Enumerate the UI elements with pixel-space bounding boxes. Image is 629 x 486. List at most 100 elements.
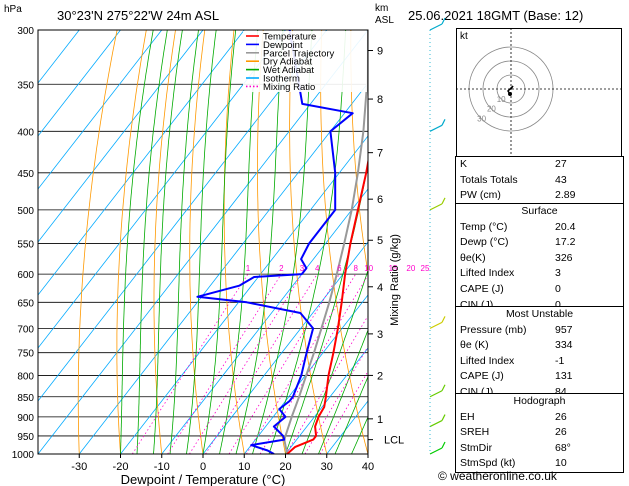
wind-barb-flag xyxy=(441,316,446,323)
pressure-tick-label: 400 xyxy=(17,127,34,138)
credit-label: © weatheronline.co.uk xyxy=(438,469,557,483)
row-value: 26 xyxy=(555,410,567,423)
table-row: Lifted Index 3 xyxy=(456,266,623,282)
mixing-ratio-label: 3 xyxy=(300,264,305,273)
km-tick-label: 2 xyxy=(377,370,383,382)
pressure-tick-label: 300 xyxy=(17,26,34,37)
pressure-tick-label: 950 xyxy=(17,432,34,443)
pressure-tick-label: 450 xyxy=(17,169,34,180)
legend-entry-label: Isotherm xyxy=(263,74,300,85)
wet-adiabat-line xyxy=(202,30,237,454)
x-tick-label: 10 xyxy=(238,461,250,473)
mixing-ratio-line xyxy=(167,273,282,454)
legend-entry-label: Mixing Ratio xyxy=(263,82,315,93)
wind-barb xyxy=(429,420,443,428)
wind-barb xyxy=(429,23,443,31)
table-row: Dewp (°C) 17.2 xyxy=(456,235,623,251)
table-section-title: Surface xyxy=(521,205,558,217)
pressure-tick-label: 750 xyxy=(17,349,34,360)
wet-adiabat-line xyxy=(153,30,183,454)
x-tick-label: -20 xyxy=(113,461,129,473)
mixing-ratio-label: 2 xyxy=(279,264,284,273)
km-tick-label: 5 xyxy=(377,235,383,247)
x-tick-label: -30 xyxy=(71,461,87,473)
wet-adiabat-line xyxy=(301,268,368,454)
row-label: PW (cm) xyxy=(460,189,501,202)
isotherm-line xyxy=(38,30,204,243)
mixing-ratio-line xyxy=(228,273,340,454)
pressure-tick-label: 650 xyxy=(17,298,34,309)
pressure-tick-label: 850 xyxy=(17,393,34,404)
row-value: 0 xyxy=(555,298,561,311)
dry-adiabat-line xyxy=(223,30,245,454)
pressure-tick-label: 800 xyxy=(17,371,34,382)
parcel-trajectory-curve xyxy=(283,30,368,454)
row-value: 84 xyxy=(555,385,567,398)
hodograph-ring-label: 20 xyxy=(487,105,496,114)
row-value: 3 xyxy=(555,267,561,280)
x-tick-label: -10 xyxy=(154,461,170,473)
mixing-ratio-line xyxy=(246,273,357,454)
dry-adiabat-line xyxy=(189,30,206,454)
legend-entry-label: Wet Adiabat xyxy=(263,65,314,76)
asl-unit-label: ASL xyxy=(375,15,394,26)
row-value: 10 xyxy=(555,457,567,470)
table-row: CAPE (J) 0 xyxy=(456,282,623,298)
mixing-ratio-label: 10 xyxy=(364,264,373,273)
isotherm-line xyxy=(38,30,368,454)
most-unstable-table: Most Unstable Pressure (mb) 957 θe (K) 334 Li… xyxy=(455,306,624,402)
row-value: 131 xyxy=(555,370,573,383)
pressure-tick-label: 600 xyxy=(17,270,34,281)
row-value: 17.2 xyxy=(555,236,576,249)
row-value: 334 xyxy=(555,339,573,352)
isotherm-line xyxy=(78,82,368,454)
pressure-tick-label: 550 xyxy=(17,239,34,250)
mixing-ratio-label: 15 xyxy=(389,264,398,273)
row-label: K xyxy=(460,158,468,170)
table-row: StmDir 68° xyxy=(456,441,623,457)
km-tick-label: 1 xyxy=(377,414,383,426)
wet-adiabat-line xyxy=(120,30,154,454)
wind-barb-flag xyxy=(441,441,446,449)
row-label: EH xyxy=(460,410,475,423)
km-tick-label: 6 xyxy=(377,194,383,206)
row-label: θe (K) xyxy=(460,339,489,352)
table-section-title: Most Unstable xyxy=(505,308,574,320)
wind-barb-flag xyxy=(441,17,446,25)
surface-table: Surface Temp (°C) 20.4 Dewp (°C) 17.2 θe(K) 32… xyxy=(455,203,624,315)
wind-barb xyxy=(429,447,443,455)
wind-barb xyxy=(429,124,443,132)
mixing-ratio-line xyxy=(304,345,368,454)
row-label: SREH xyxy=(460,426,490,439)
wet-adiabat-line xyxy=(235,30,284,454)
table-section-title: Hodograph xyxy=(513,395,566,407)
row-label: StmDir xyxy=(460,441,493,454)
mixing-ratio-label: 25 xyxy=(421,264,430,273)
pressure-tick-label: 700 xyxy=(17,324,34,335)
mixing-ratio-label: 6 xyxy=(337,264,342,273)
hodograph-table: Hodograph EH 26 SREH 26 StmDir 68° StmSpd (kt) 1… xyxy=(455,393,624,473)
dry-adiabat-line xyxy=(289,30,328,454)
row-value: 27 xyxy=(555,158,567,170)
hodograph-ring-label: 10 xyxy=(497,95,506,104)
storm-motion-marker xyxy=(508,92,512,96)
x-tick-label: 0 xyxy=(200,461,206,473)
row-label: CAPE (J) xyxy=(460,370,504,383)
location-label: 30°23'N 275°22'W 24m ASL xyxy=(57,8,220,23)
temperature-curve xyxy=(286,157,368,454)
mixing-ratio-label: 20 xyxy=(406,264,415,273)
isotherm-line xyxy=(38,30,245,296)
mixing-ratio-line xyxy=(319,370,368,454)
wind-barb-flag xyxy=(441,414,446,421)
dry-adiabat-line xyxy=(153,30,176,454)
wind-barb xyxy=(429,390,443,398)
legend-entry-label: Dry Adiabat xyxy=(263,57,312,68)
table-row: Totals Totals 43 xyxy=(456,173,623,189)
row-value: 326 xyxy=(555,251,573,264)
isotherm-line xyxy=(38,30,121,137)
mixing-ratio-line xyxy=(259,274,368,454)
pressure-tick-label: 500 xyxy=(17,206,34,217)
legend-box xyxy=(243,31,367,92)
